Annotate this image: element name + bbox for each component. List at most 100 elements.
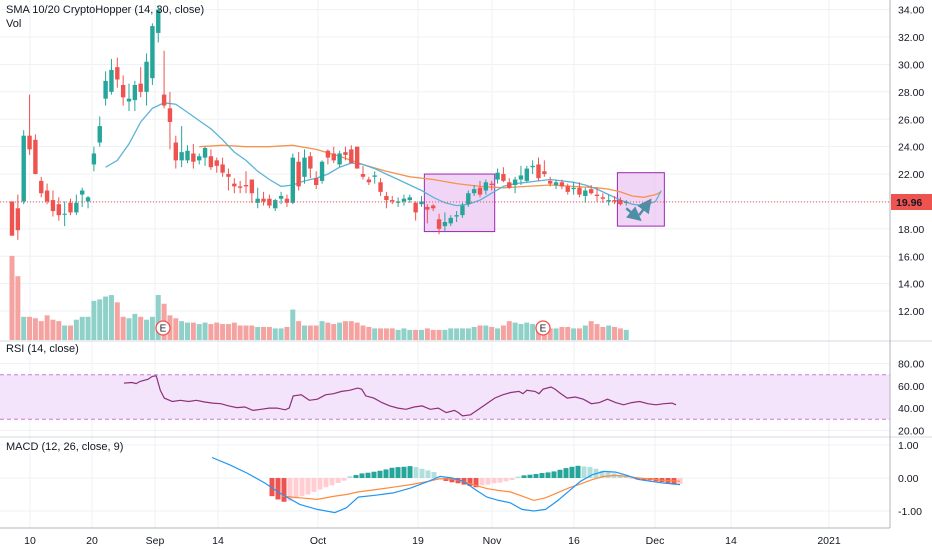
rsi-legend[interactable]: RSI (14, close) (6, 343, 79, 355)
macd-hist-bar (371, 471, 377, 478)
macd-hist-bar (449, 478, 455, 483)
y-tick-label: 24.00 (898, 142, 924, 154)
volume-bar (459, 328, 465, 340)
candle-body (62, 213, 67, 215)
macd-hist-bar (545, 472, 551, 478)
candle-body (360, 174, 366, 177)
macd-hist-bar (419, 468, 425, 478)
volume-bar (266, 326, 272, 340)
volume-bar (231, 322, 237, 340)
volume-bar (489, 326, 495, 340)
rsi-band-fill (0, 374, 890, 420)
volume-bar (594, 324, 600, 340)
candle-body (577, 187, 582, 195)
macd-hist-bar (431, 472, 437, 478)
x-tick-label: 14 (725, 535, 737, 547)
macd-hist-bar (629, 478, 635, 479)
main-legend[interactable]: SMA 10/20 CryptoHopper (14, 30, close) (6, 4, 204, 16)
vol-legend[interactable]: Vol (6, 18, 21, 30)
candle-body (530, 165, 535, 168)
y-tick-label: 34.00 (898, 5, 924, 17)
candle-body (425, 206, 430, 210)
candle-body (267, 198, 272, 206)
macd-hist-bar (389, 467, 395, 478)
volume-bar (108, 295, 114, 340)
candle-body (179, 152, 184, 161)
volume-bar (73, 319, 79, 340)
volume-bar (38, 321, 44, 340)
macd-line (211, 456, 681, 514)
candle-body (214, 160, 219, 166)
candle-body (536, 164, 541, 179)
candle-body (308, 156, 313, 169)
candle-body (161, 94, 167, 106)
candle-body (173, 142, 178, 161)
volume-bar (401, 328, 407, 340)
candle-body (565, 186, 570, 192)
candle-body (144, 61, 149, 92)
macd-hist-bar (425, 470, 431, 478)
volume-bars (9, 255, 629, 340)
x-tick-label: 10 (24, 535, 36, 547)
macd-hist-bar (395, 467, 401, 478)
candle-body (197, 156, 202, 161)
volume-bar (220, 324, 226, 340)
candle-body (278, 195, 284, 199)
macd-hist-bar (323, 478, 329, 488)
volume-bar (407, 329, 413, 340)
rsi-series (123, 375, 677, 417)
volume-bar (337, 322, 343, 340)
candle-body (191, 153, 196, 162)
volume-bar (149, 316, 155, 340)
volume-bar (307, 325, 313, 340)
candle-body (548, 180, 553, 184)
candle-body (349, 149, 354, 164)
x-tick-label: 16 (568, 535, 580, 547)
macd-hist-bar (581, 466, 587, 478)
candle-body (33, 139, 38, 175)
volume-bar (582, 325, 588, 340)
x-tick-label: Nov (483, 535, 502, 547)
volume-bar (354, 322, 360, 340)
candle-body (618, 200, 623, 205)
volume-bar (44, 315, 50, 340)
macd-hist-bar (287, 478, 293, 501)
macd-hist-bar (281, 478, 287, 502)
macd-hist-bar (275, 478, 281, 500)
volume-bar (185, 322, 190, 340)
candle-body (372, 175, 377, 177)
volume-bar (471, 326, 477, 340)
candle-body (553, 182, 559, 186)
volume-bar (383, 328, 389, 340)
volume-bar (617, 328, 623, 340)
volume-bar (483, 325, 489, 340)
volume-bar (284, 326, 290, 340)
volume-bar (296, 321, 302, 340)
volume-bar (413, 329, 419, 340)
x-tick-label: Oct (310, 535, 326, 547)
macd-hist-bar (401, 466, 407, 478)
candle-body (489, 183, 494, 186)
volume-bar (225, 324, 231, 340)
volume-bar (389, 328, 395, 340)
macd-hist-bar (551, 471, 557, 478)
candle-body (594, 194, 600, 196)
candle-body (44, 190, 50, 202)
candle-body (378, 182, 383, 192)
candle-body (115, 67, 120, 80)
volume-bar (506, 321, 512, 340)
candle-body (109, 69, 114, 92)
signal-line (282, 474, 681, 502)
volume-bar (173, 318, 179, 340)
y-tick-label: 26.00 (898, 114, 924, 126)
volume-bar (120, 316, 126, 340)
volume-bar (62, 325, 68, 340)
candlesticks (9, 5, 629, 240)
candle-body (27, 135, 32, 150)
macd-hist-bar (575, 465, 581, 478)
macd-hist-bar (527, 474, 533, 478)
macd-legend[interactable]: MACD (12, 26, close, 9) (6, 441, 123, 453)
candle-body (80, 190, 85, 195)
